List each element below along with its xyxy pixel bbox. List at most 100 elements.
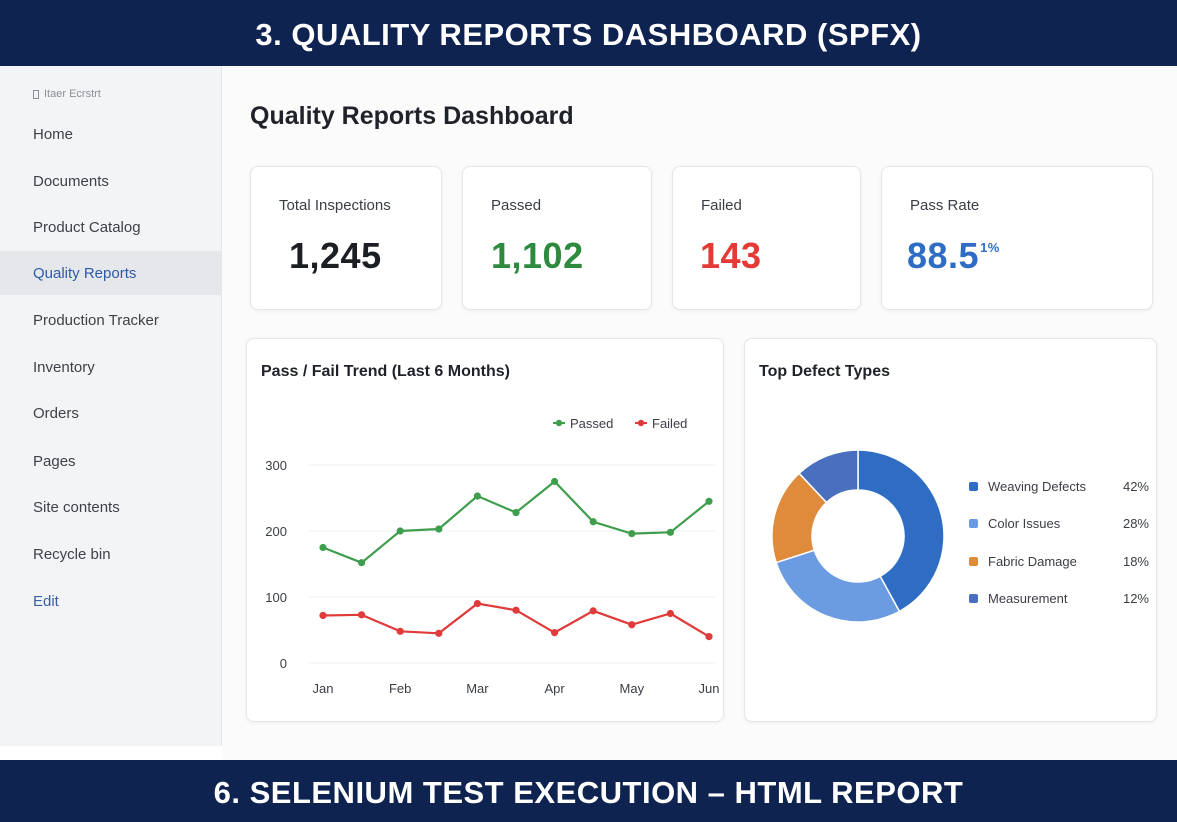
legend-swatch	[969, 518, 978, 528]
sidebar-item-label: Orders	[33, 404, 79, 422]
sidebar-item-site-contents[interactable]: Site contents	[0, 485, 222, 529]
sidebar-item-label: Edit	[33, 592, 59, 610]
legend-label: Weaving Defects	[988, 478, 1087, 494]
defect-legend-item: Fabric Damage 18%	[969, 551, 1149, 571]
main-content: Quality Reports Dashboard Total Inspecti…	[222, 66, 1177, 760]
sidebar-item-label: Inventory	[33, 358, 95, 376]
data-point-passed	[589, 518, 597, 526]
stat-value: 88.51%	[907, 235, 1000, 277]
legend-swatch	[969, 593, 978, 603]
sidebar-item-inventory[interactable]: Inventory	[0, 345, 222, 389]
data-point-passed	[512, 508, 520, 517]
legend-percent: 18%	[1122, 553, 1149, 569]
sidebar-item-production-tracker[interactable]: Production Tracker	[0, 298, 222, 342]
data-point-failed	[666, 609, 674, 618]
bottom-banner: 6. SELENIUM TEST EXECUTION – HTML REPORT	[0, 760, 1177, 822]
legend-percent: 28%	[1122, 515, 1149, 531]
data-point-passed	[396, 527, 404, 535]
donut-slice-color-issues	[775, 549, 901, 623]
sidebar-item-recycle-bin[interactable]: Recycle bin	[0, 532, 222, 576]
defects-chart-panel: Top Defect Types Weaving Defects 42% Col…	[744, 338, 1157, 722]
stat-label: Total Inspections	[279, 197, 391, 214]
sidebar-item-label: Product Catalog	[33, 218, 141, 236]
data-point-failed	[551, 629, 559, 637]
data-point-passed	[319, 543, 327, 552]
stat-card-passed: Passed 1,102	[462, 166, 652, 310]
sidebar-item-pages[interactable]: Pages	[0, 439, 222, 483]
trend-chart-title: Pass / Fail Trend (Last 6 Months)	[261, 363, 510, 380]
data-point-failed	[705, 633, 713, 641]
sidebar-item-label: Home	[33, 125, 74, 143]
data-point-failed	[473, 600, 481, 608]
sidebar-item-quality-reports[interactable]: Quality Reports	[0, 251, 222, 295]
data-point-failed	[396, 627, 404, 635]
stat-label: Passed	[491, 197, 542, 214]
stat-card-pass-rate: Pass Rate 88.51%	[881, 166, 1153, 310]
sidebar-item-label: Production Tracker	[33, 311, 159, 329]
legend-marker	[555, 419, 563, 427]
defect-legend-item: Measurement 12%	[969, 588, 1149, 608]
page-title: Quality Reports Dashboard	[250, 102, 574, 130]
sidebar-item-home[interactable]: Home	[0, 112, 222, 156]
data-point-passed	[473, 492, 481, 500]
defects-donut-chart	[771, 449, 945, 623]
sidebar-item-label: Site contents	[33, 498, 120, 516]
sidebar-edit-link[interactable]: Edit	[0, 579, 222, 623]
defects-chart-title: Top Defect Types	[759, 363, 890, 380]
legend-label: Color Issues	[988, 515, 1061, 531]
y-tick-label: 100	[265, 590, 287, 605]
stat-card-failed: Failed 143	[672, 166, 861, 310]
y-tick-label: 0	[280, 656, 287, 671]
data-point-failed	[589, 607, 597, 615]
stat-value-number: 88.5	[907, 235, 980, 276]
legend-swatch	[969, 556, 978, 566]
data-point-failed	[319, 611, 327, 620]
legend-label: Passed	[570, 416, 613, 431]
sidebar-item-label: Documents	[33, 172, 109, 190]
data-point-failed	[358, 611, 366, 619]
legend-percent: 12%	[1122, 590, 1149, 606]
x-tick-label: May	[620, 681, 645, 696]
stat-card-total: Total Inspections 1,245	[250, 166, 442, 310]
data-point-failed	[512, 606, 520, 614]
defect-legend-item: Color Issues 28%	[969, 513, 1149, 533]
stat-value-suffix: 1%	[980, 240, 1000, 255]
legend-label: Measurement	[988, 590, 1068, 606]
top-banner-text: 3. QUALITY REPORTS DASHBOARD (SPFX)	[255, 17, 922, 52]
x-tick-label: Apr	[544, 681, 565, 696]
defect-legend-item: Weaving Defects 42%	[969, 476, 1149, 496]
stat-label: Pass Rate	[910, 197, 980, 214]
data-point-passed	[551, 477, 559, 486]
series-line-passed	[322, 480, 710, 564]
stat-value: 1,102	[491, 235, 584, 276]
legend-percent: 42%	[1122, 478, 1149, 494]
sidebar-item-product-catalog[interactable]: Product Catalog	[0, 205, 222, 249]
legend-marker	[637, 419, 645, 427]
site-title: Itaer Ecrstrt	[33, 88, 101, 100]
x-tick-label: Mar	[466, 681, 489, 696]
sidebar-nav: Itaer Ecrstrt Home Documents Product Cat…	[0, 66, 222, 746]
top-banner: 3. QUALITY REPORTS DASHBOARD (SPFX)	[0, 0, 1177, 66]
data-point-passed	[628, 530, 636, 538]
data-point-passed	[358, 559, 366, 567]
sidebar-item-label: Pages	[33, 452, 76, 470]
sidebar-item-orders[interactable]: Orders	[0, 391, 222, 435]
site-icon	[33, 89, 39, 99]
y-tick-label: 200	[265, 524, 287, 539]
legend-label: Failed	[652, 416, 687, 431]
sidebar-item-documents[interactable]: Documents	[0, 159, 222, 203]
site-title-text: Itaer Ecrstrt	[44, 88, 101, 100]
y-tick-label: 300	[265, 458, 287, 473]
x-tick-label: Feb	[389, 681, 411, 696]
x-tick-label: Jan	[313, 681, 334, 696]
sidebar-item-label: Quality Reports	[33, 264, 137, 282]
data-point-passed	[705, 497, 713, 505]
bottom-banner-text: 6. SELENIUM TEST EXECUTION – HTML REPORT	[213, 775, 964, 810]
data-point-passed	[435, 525, 443, 533]
sidebar-item-label: Recycle bin	[33, 545, 111, 563]
stat-value: 1,245	[289, 235, 382, 276]
data-point-failed	[628, 621, 636, 629]
data-point-passed	[666, 528, 674, 536]
donut-slice-weaving-defects	[857, 449, 945, 613]
legend-label: Fabric Damage	[988, 553, 1077, 569]
